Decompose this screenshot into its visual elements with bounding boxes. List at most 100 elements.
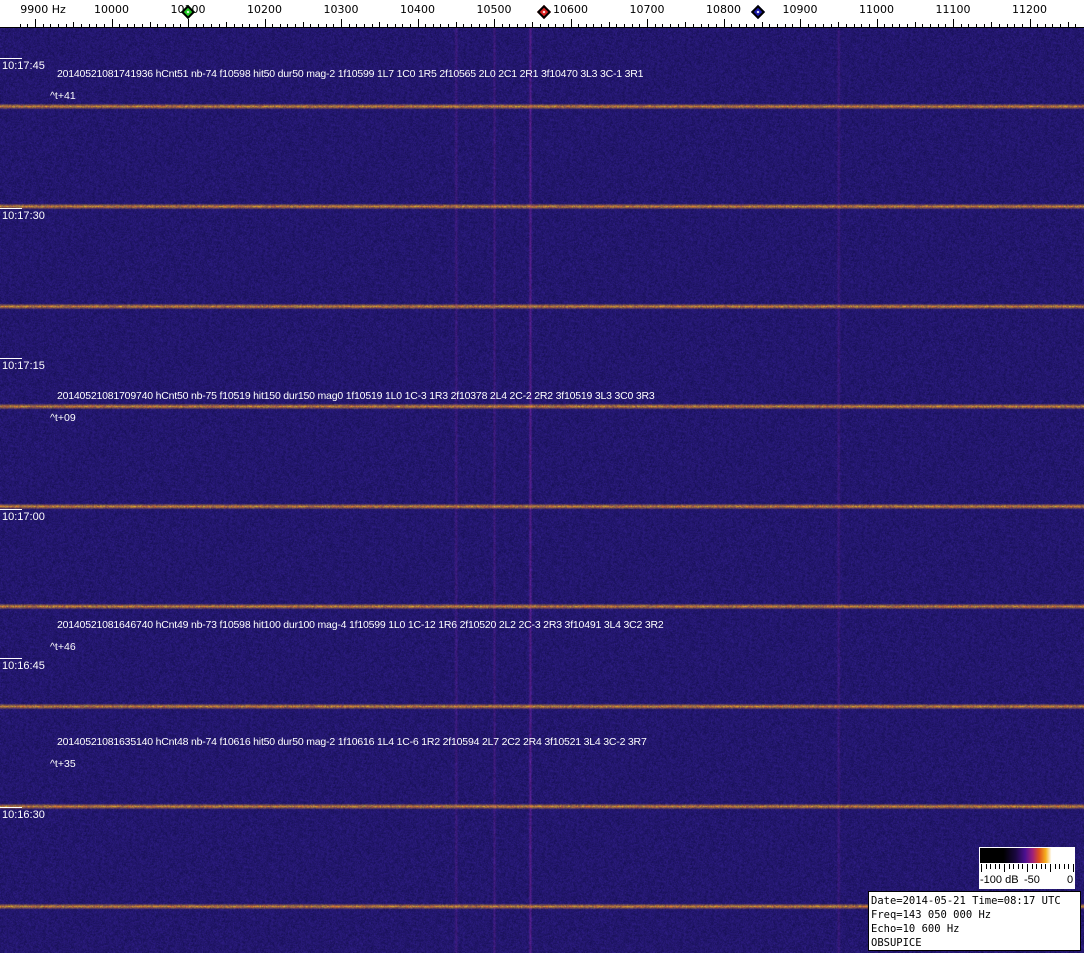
axis-tick <box>715 24 717 28</box>
axis-tick <box>27 24 29 28</box>
frequency-label: 10600 <box>553 3 588 16</box>
frequency-label: 10000 <box>94 3 129 16</box>
time-tick <box>0 807 22 808</box>
axis-tick <box>539 24 541 28</box>
colorbar-tick <box>1063 864 1065 869</box>
frequency-label: 9900 Hz <box>20 3 66 16</box>
axis-tick <box>494 19 495 28</box>
info-echo: Echo=10 600 Hz <box>871 923 960 935</box>
axis-tick <box>203 24 205 28</box>
axis-tick <box>669 24 671 28</box>
axis-tick <box>830 24 832 28</box>
time-delta-label: ^t+09 <box>50 412 76 424</box>
axis-tick <box>784 24 786 28</box>
axis-tick <box>471 24 473 28</box>
axis-tick <box>876 19 878 28</box>
axis-tick <box>440 24 442 28</box>
time-label: 10:17:30 <box>2 210 45 222</box>
meteor-detection-annotation: 20140521081741936 hCnt51 nb-74 f10598 hi… <box>57 68 644 80</box>
axis-tick <box>800 19 801 28</box>
axis-tick <box>639 24 641 28</box>
axis-tick <box>379 22 381 28</box>
axis-tick <box>371 24 373 28</box>
spectrogram-waterfall[interactable] <box>0 28 1084 953</box>
axis-tick <box>226 22 228 28</box>
axis-tick <box>448 24 450 28</box>
colorbar-tick <box>1004 864 1005 872</box>
axis-tick <box>861 24 863 28</box>
axis-tick <box>65 24 67 28</box>
axis-tick <box>1044 24 1046 28</box>
time-tick <box>0 58 22 59</box>
colorbar-tick <box>1040 864 1042 869</box>
axis-tick <box>822 24 824 28</box>
axis-tick <box>983 24 985 28</box>
axis-tick <box>899 24 901 28</box>
blue-frequency-marker-icon[interactable] <box>750 4 765 20</box>
axis-tick <box>1006 24 1008 28</box>
colorbar-tick <box>1068 864 1070 869</box>
axis-tick <box>80 24 82 28</box>
axis-tick <box>249 24 251 28</box>
axis-tick <box>738 24 740 28</box>
meteor-detection-annotation: 20140521081646740 hCnt49 nb-73 f10598 hi… <box>57 619 664 631</box>
axis-tick <box>432 24 434 28</box>
time-label: 10:16:45 <box>2 660 45 672</box>
colorbar-tick <box>1045 864 1047 869</box>
axis-tick <box>195 24 197 28</box>
axis-tick <box>792 24 794 28</box>
axis-tick <box>35 19 36 28</box>
axis-tick <box>524 24 526 28</box>
axis-tick <box>578 24 580 28</box>
axis-tick <box>119 24 121 28</box>
info-box: Date=2014-05-21 Time=08:17 UTC Freq=143 … <box>868 891 1081 951</box>
axis-tick <box>608 22 610 28</box>
axis-tick <box>134 24 136 28</box>
axis-tick <box>73 22 75 28</box>
axis-tick <box>868 24 870 28</box>
axis-tick <box>318 24 320 28</box>
axis-tick <box>386 24 388 28</box>
axis-tick <box>777 24 779 28</box>
time-delta-label: ^t+35 <box>50 758 76 770</box>
axis-tick <box>914 22 916 28</box>
frequency-label: 11200 <box>1012 3 1047 16</box>
axis-tick <box>692 24 694 28</box>
axis-tick <box>142 24 144 28</box>
colorbar-tick <box>1036 864 1038 869</box>
axis-tick <box>1037 24 1039 28</box>
axis-tick <box>907 24 909 28</box>
axis-tick <box>593 24 595 28</box>
axis-tick <box>19 24 21 28</box>
colorbar-tick <box>1031 864 1033 869</box>
axis-tick <box>723 19 725 28</box>
axis-tick <box>922 24 924 28</box>
axis-tick <box>478 24 480 28</box>
axis-tick <box>341 19 342 28</box>
frequency-label: 10400 <box>400 3 435 16</box>
axis-tick <box>838 22 840 28</box>
axis-tick <box>295 24 297 28</box>
axis-tick <box>1029 19 1031 28</box>
frequency-label: 10800 <box>706 3 741 16</box>
colorbar-tick <box>981 864 982 872</box>
colorbar-tick <box>1008 864 1010 869</box>
axis-tick <box>394 24 396 28</box>
red-frequency-marker-icon[interactable] <box>536 4 551 20</box>
axis-tick <box>363 24 365 28</box>
axis-tick <box>731 24 733 28</box>
info-frequency: Freq=143 050 000 Hz <box>871 909 992 921</box>
axis-tick <box>975 24 977 28</box>
axis-tick <box>998 24 1000 28</box>
axis-tick <box>348 24 350 28</box>
axis-tick <box>953 19 954 28</box>
axis-tick <box>126 24 128 28</box>
time-label: 10:17:15 <box>2 360 45 372</box>
axis-tick <box>815 24 817 28</box>
time-tick <box>0 509 22 510</box>
colorbar-tick <box>985 864 987 869</box>
axis-tick <box>570 19 572 28</box>
axis-tick <box>547 24 549 28</box>
axis-tick <box>624 24 626 28</box>
meteor-detection-annotation: 20140521081635140 hCnt48 nb-74 f10616 hi… <box>57 736 647 748</box>
